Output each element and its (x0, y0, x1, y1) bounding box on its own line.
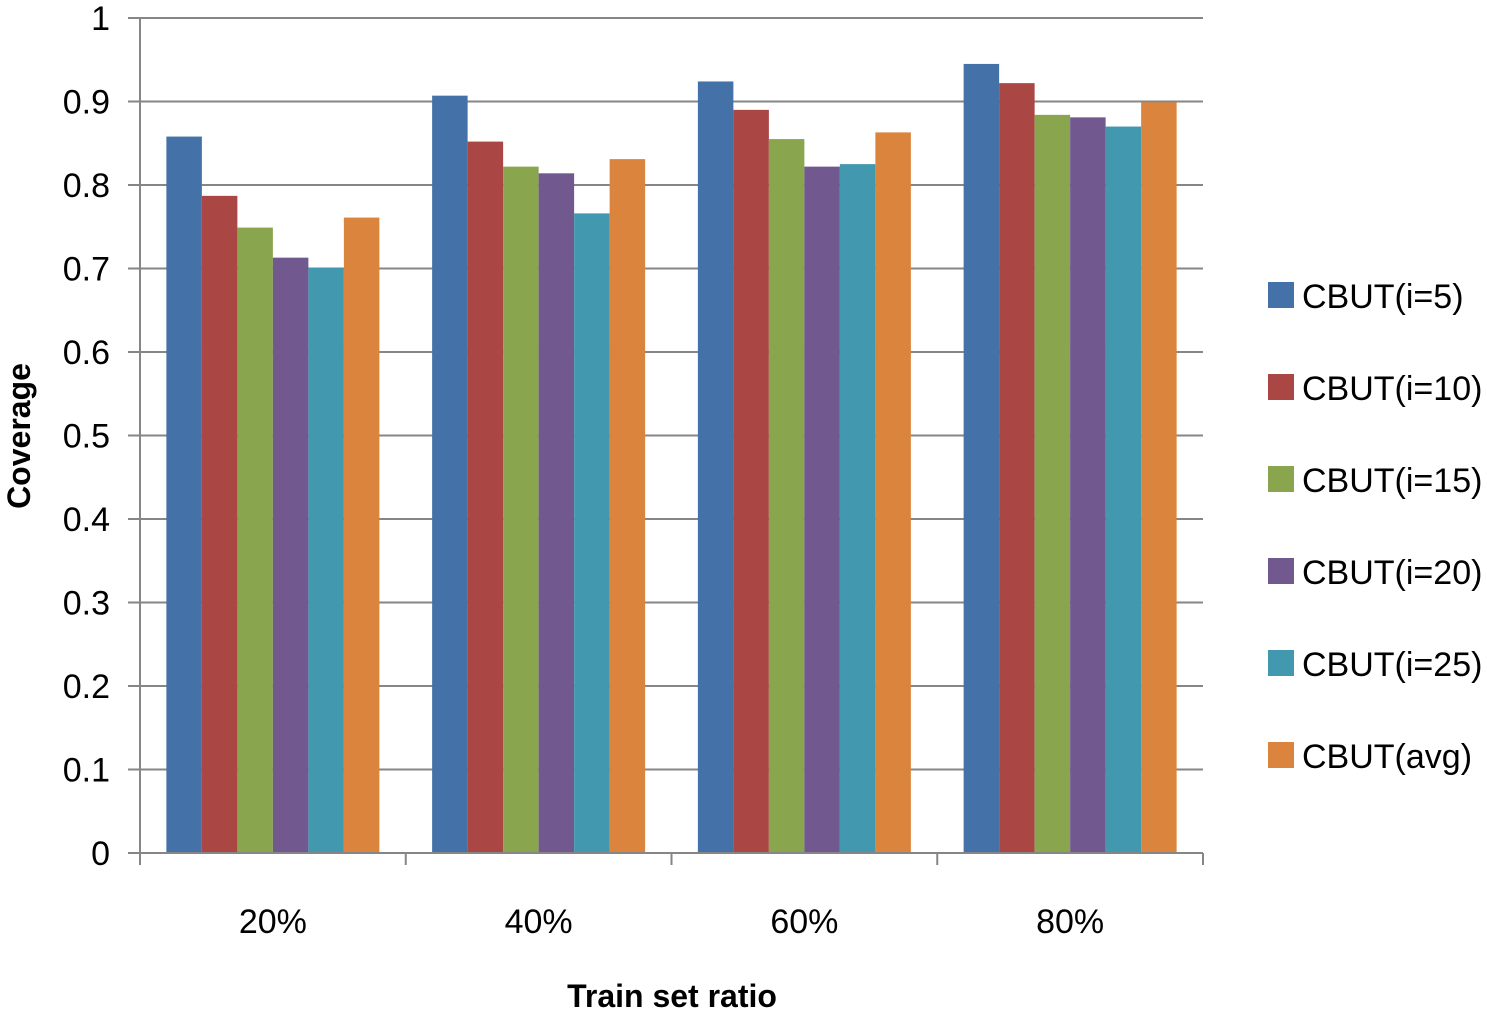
legend-label: CBUT(i=10) (1302, 370, 1482, 408)
y-axis-title: Coverage (1, 363, 37, 509)
bar (999, 83, 1035, 853)
legend: CBUT(i=5) CBUT(i=10) CBUT(i=15) CBUT(i=20) C… (1268, 278, 1482, 776)
y-tick-label: 0.4 (63, 501, 110, 539)
bar (839, 164, 876, 853)
y-tick-label: 0.1 (63, 752, 110, 790)
x-axis-title: Train set ratio (567, 978, 777, 1011)
bar (875, 132, 911, 853)
y-tick-label: 0.5 (63, 418, 110, 456)
legend-swatch (1268, 558, 1294, 584)
bar (609, 159, 646, 854)
legend-swatch (1268, 466, 1294, 492)
legend-label: CBUT(avg) (1302, 738, 1472, 776)
bar (804, 166, 840, 853)
bar (201, 195, 238, 854)
bar (538, 173, 575, 853)
y-tick-label: 0.9 (63, 84, 110, 122)
legend-label: CBUT(i=5) (1302, 278, 1464, 316)
bar (432, 95, 468, 853)
x-axis-ticks: 20% 40% 60% 80% (139, 853, 1204, 941)
bar (963, 63, 1000, 854)
y-tick-label: 0.3 (63, 585, 110, 623)
bar (1141, 102, 1177, 853)
legend-swatch (1268, 374, 1294, 400)
x-tick-label: 80% (1036, 903, 1104, 941)
bar (697, 81, 734, 853)
y-tick-label: 1 (91, 0, 110, 38)
bar (768, 139, 805, 853)
bar (272, 257, 309, 853)
legend-label: CBUT(i=20) (1302, 554, 1482, 592)
y-axis-ticks: 0 0.1 0.2 0.3 0.4 0.5 0.6 0.7 0.8 0.9 1 (63, 0, 140, 873)
bar (467, 141, 504, 853)
x-tick-label: 60% (770, 903, 838, 941)
legend-label: CBUT(i=25) (1302, 646, 1482, 684)
x-tick-label: 20% (239, 903, 307, 941)
bar (1034, 114, 1071, 854)
bar (503, 166, 539, 853)
bars (166, 63, 1177, 854)
y-tick-label: 0 (91, 835, 110, 873)
legend-swatch (1268, 650, 1294, 676)
bar (308, 267, 344, 853)
bar (733, 109, 769, 854)
y-tick-label: 0.2 (63, 668, 110, 706)
bar (1105, 126, 1142, 854)
x-tick-label: 40% (505, 903, 573, 941)
y-tick-label: 0.6 (63, 334, 110, 372)
legend-swatch (1268, 742, 1294, 768)
y-tick-label: 0.7 (63, 251, 110, 289)
bar (574, 213, 610, 853)
bar (237, 227, 273, 853)
bar (343, 217, 380, 853)
legend-swatch (1268, 282, 1294, 308)
bar (166, 136, 202, 853)
bar (1070, 117, 1106, 854)
y-tick-label: 0.8 (63, 167, 110, 205)
legend-label: CBUT(i=15) (1302, 462, 1482, 500)
